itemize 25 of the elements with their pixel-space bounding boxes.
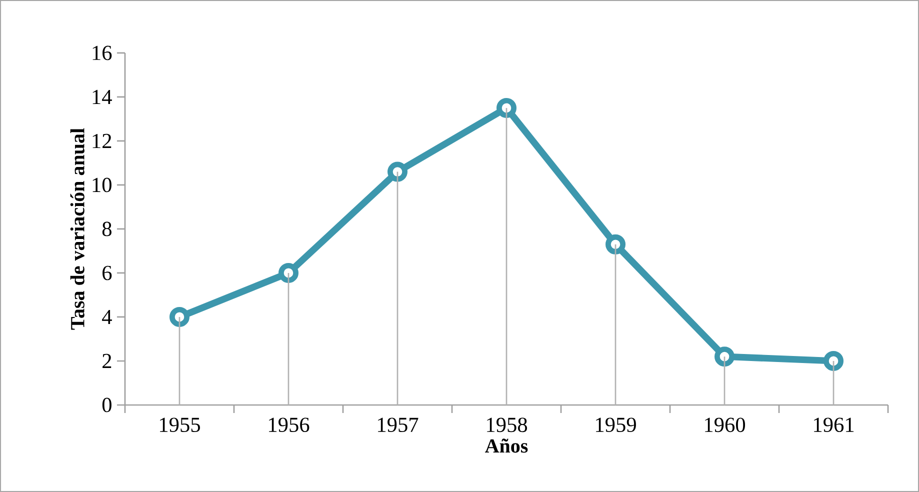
- point: [714, 346, 735, 367]
- x-tick-label: 1958: [487, 418, 528, 432]
- point: [278, 262, 298, 283]
- y-tick-label: 4: [102, 310, 112, 324]
- y-tick-label: 2: [102, 354, 112, 368]
- x-tick-label: 1956: [269, 418, 310, 432]
- y-tick-label: 0: [102, 398, 112, 412]
- point: [169, 306, 190, 327]
- y-tick-label: 14: [92, 90, 112, 104]
- x-tick-label: 1960: [705, 418, 746, 432]
- x-axis-title: Años: [485, 438, 528, 453]
- point: [606, 234, 626, 254]
- x-tick-label: 1955: [160, 418, 200, 432]
- x-tick-label: 1961: [814, 418, 854, 432]
- y-tick-label: 12: [92, 134, 112, 148]
- y-tick-label: 16: [92, 46, 112, 60]
- y-axis-title: Tasa de variación anual: [70, 128, 84, 330]
- y-tick-label: 10: [92, 178, 112, 192]
- x-tick-label: 1957: [378, 418, 418, 432]
- point: [824, 350, 844, 371]
- y-tick-label: 8: [102, 222, 112, 236]
- point: [496, 98, 516, 118]
- point: [387, 162, 408, 182]
- x-tick-label: 1959: [596, 418, 636, 432]
- y-tick-label: 6: [102, 266, 112, 280]
